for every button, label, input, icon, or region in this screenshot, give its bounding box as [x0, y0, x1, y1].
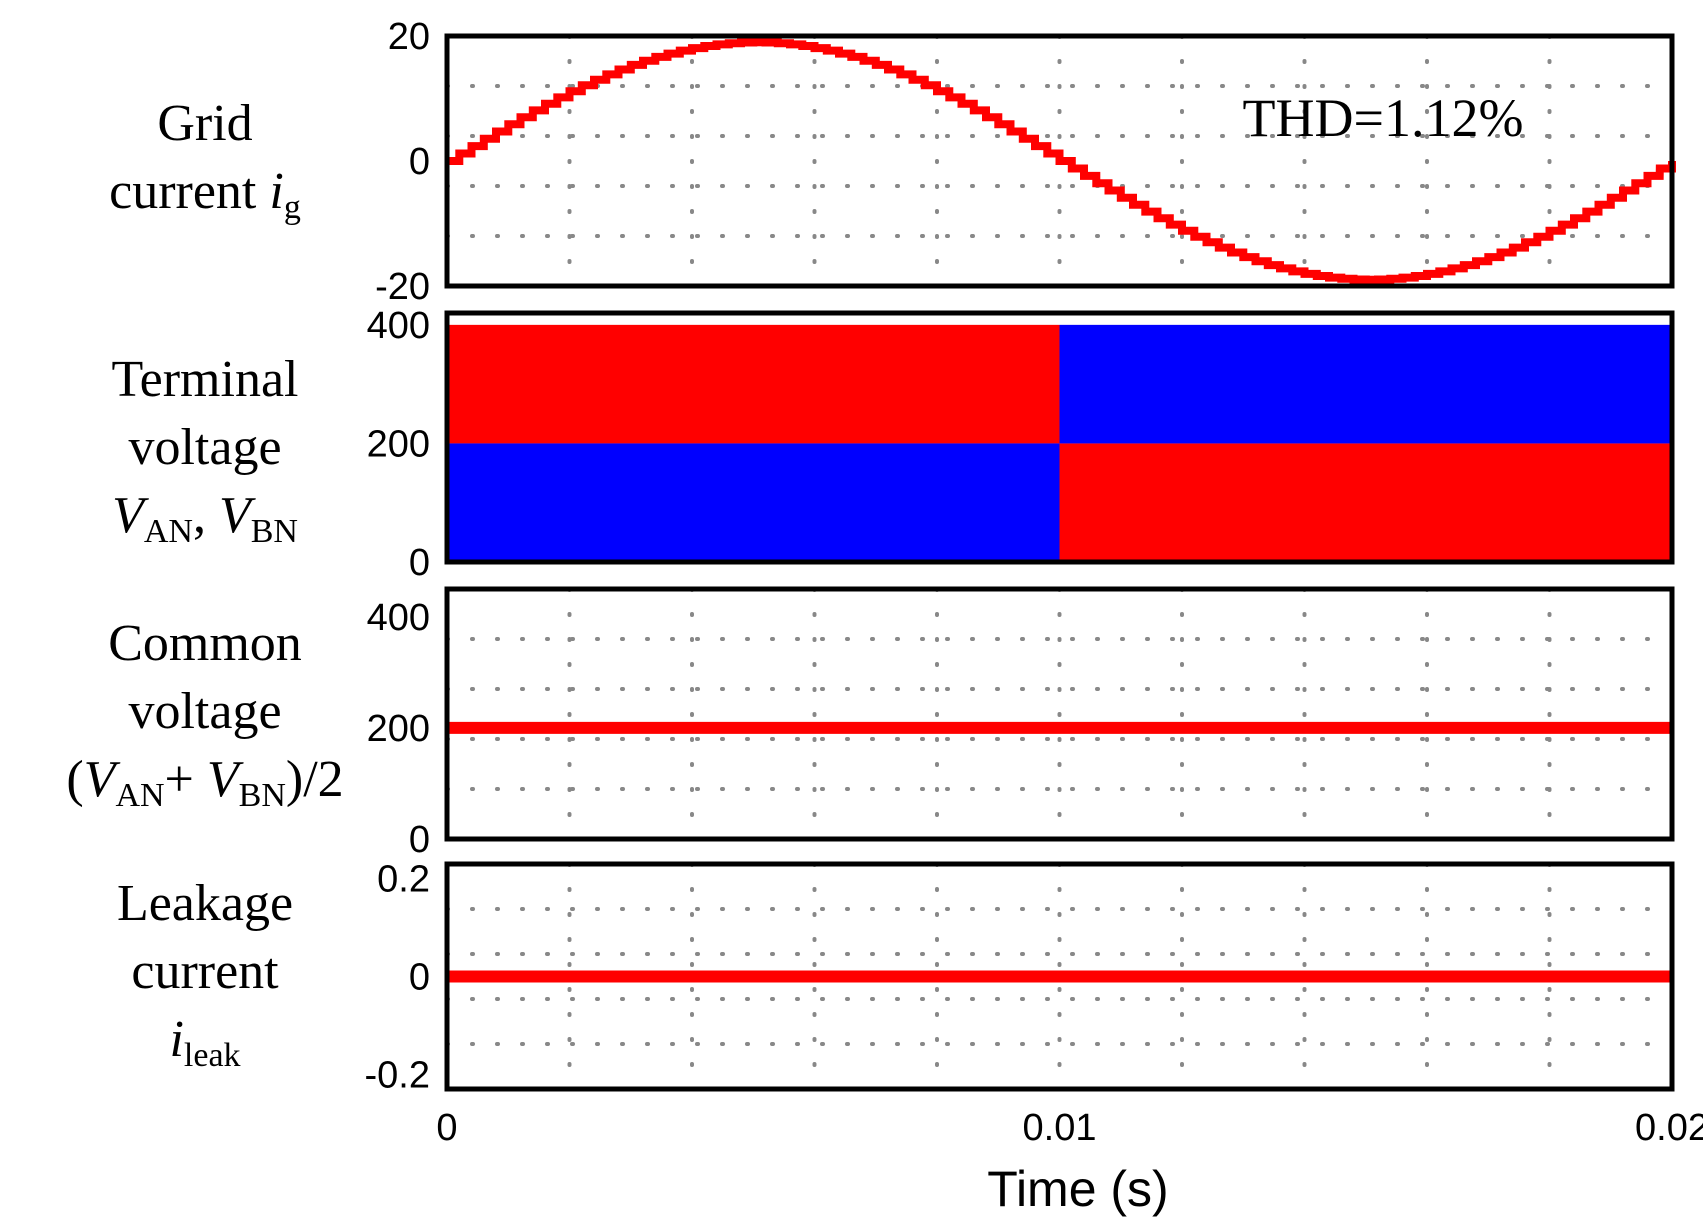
- grid-current-trace: [447, 38, 1676, 284]
- plot-frame: [444, 33, 1675, 289]
- y-tick-label: -0.2: [365, 1054, 430, 1096]
- y-tick-label: 0.2: [377, 859, 430, 901]
- leakage-current-ylabel: Leakage current ileak: [116, 875, 294, 1074]
- series-band-v-bn: [1059, 324, 1672, 444]
- x-tick-label: 0.01: [1023, 1107, 1097, 1149]
- common-voltage-ylabel: Common voltage (VAN+ VBN)/2: [66, 615, 344, 814]
- series-band-v-bn: [447, 443, 1060, 562]
- plot-frame: [444, 310, 1675, 565]
- y-tick-label: 0: [409, 141, 430, 183]
- y-tick-label: 0: [409, 542, 430, 584]
- leakage-current-plot: 0.2 0 -0.2: [365, 859, 1675, 1096]
- common-voltage-plot: 400 200 0: [367, 586, 1675, 861]
- terminal-voltage-ylabel: Terminal voltage VAN, VBN: [111, 351, 299, 550]
- grid-current-plot: 20 0 -20 THD=1.12%: [375, 16, 1676, 308]
- y-tick-label: 0: [409, 957, 430, 999]
- thd-annotation: THD=1.12%: [1243, 88, 1524, 148]
- plot-frame: [444, 586, 1675, 842]
- x-axis-title: Time (s): [987, 1161, 1168, 1217]
- series-band-v-an: [1059, 443, 1672, 562]
- grid-current-ylabel: Grid current ig: [109, 95, 301, 226]
- y-tick-label: 20: [388, 16, 430, 58]
- x-tick-label: 0.02: [1635, 1107, 1703, 1149]
- terminal-voltage-plot: 400 200 0: [367, 305, 1675, 584]
- series-band-v-an: [447, 324, 1060, 444]
- x-tick-label: 0: [436, 1107, 457, 1149]
- y-tick-label: 200: [367, 423, 430, 465]
- x-axis: 0 0.01 0.02 Time (s): [436, 1107, 1703, 1217]
- plot-frame: [444, 861, 1675, 1092]
- y-tick-label: 400: [367, 597, 430, 639]
- y-tick-label: -20: [375, 266, 430, 308]
- y-tick-label: 400: [367, 305, 430, 347]
- y-tick-label: 200: [367, 708, 430, 750]
- y-tick-label: 0: [409, 819, 430, 861]
